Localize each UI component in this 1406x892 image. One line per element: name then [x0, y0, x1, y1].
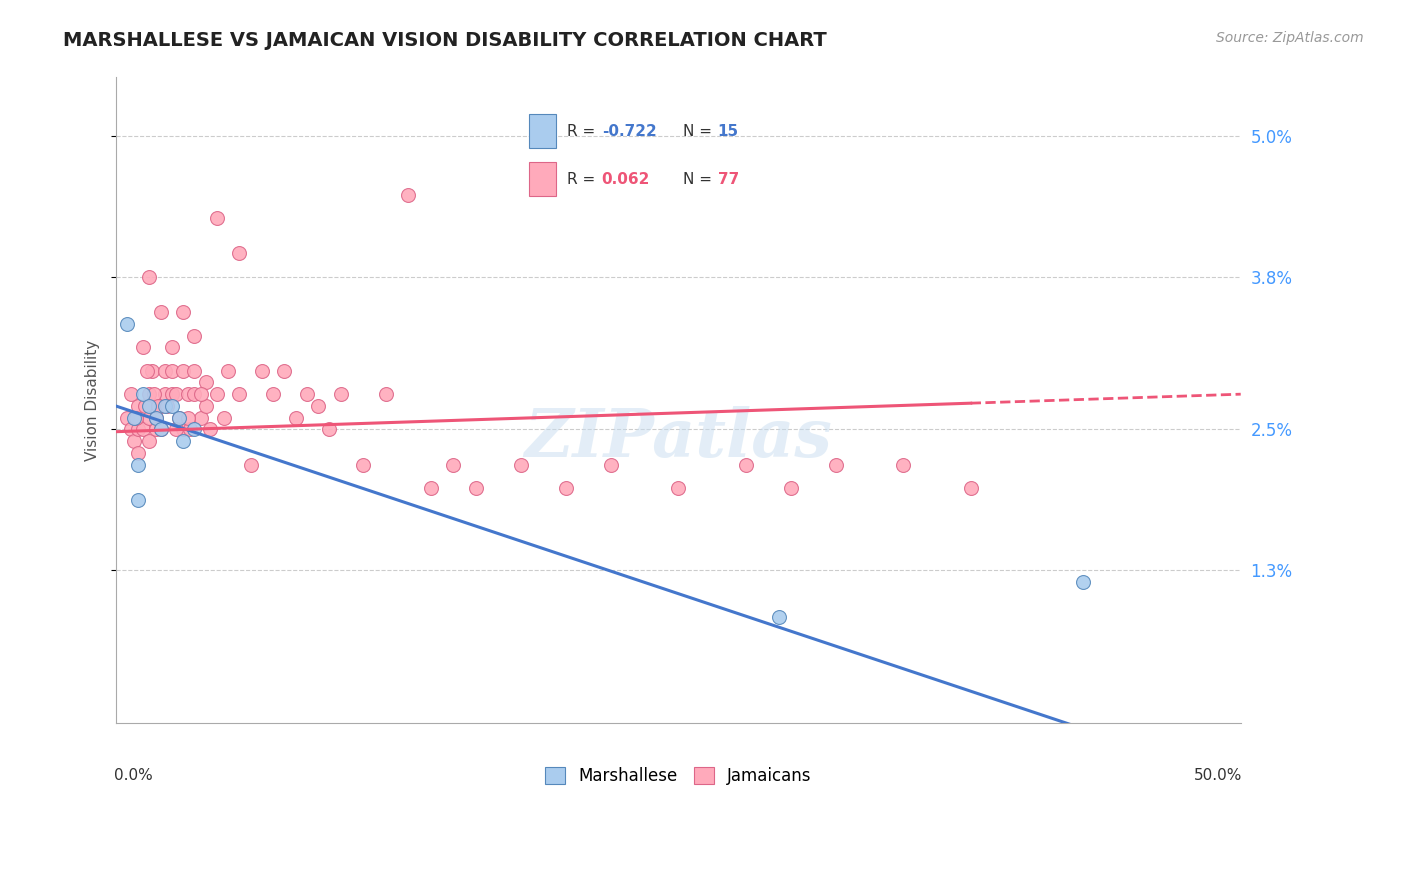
Point	[183, 328, 205, 343]
Point	[149, 422, 172, 436]
Point	[217, 364, 239, 378]
Point	[228, 387, 250, 401]
Point	[134, 399, 156, 413]
Point	[779, 481, 801, 495]
Point	[441, 458, 464, 472]
Point	[153, 399, 176, 413]
Point	[1071, 574, 1094, 589]
Point	[190, 410, 212, 425]
Point	[127, 492, 149, 507]
Point	[122, 410, 145, 425]
Point	[120, 422, 142, 436]
Text: Source: ZipAtlas.com: Source: ZipAtlas.com	[1216, 31, 1364, 45]
Point	[183, 387, 205, 401]
Point	[153, 364, 176, 378]
Point	[176, 410, 198, 425]
Point	[141, 364, 163, 378]
Point	[205, 387, 228, 401]
Point	[115, 317, 138, 331]
Text: ZIPatlas: ZIPatlas	[524, 406, 832, 471]
Point	[768, 610, 790, 624]
Point	[891, 458, 914, 472]
Point	[824, 458, 846, 472]
Point	[138, 410, 160, 425]
Point	[205, 211, 228, 226]
Point	[149, 422, 172, 436]
Point	[176, 387, 198, 401]
Point	[172, 434, 194, 448]
Point	[160, 340, 183, 354]
Point	[165, 422, 187, 436]
Point	[127, 446, 149, 460]
Point	[307, 399, 329, 413]
Point	[167, 410, 190, 425]
Point	[136, 364, 159, 378]
Point	[228, 246, 250, 260]
Point	[284, 410, 307, 425]
Point	[554, 481, 576, 495]
Point	[198, 422, 221, 436]
Point	[419, 481, 441, 495]
Text: MARSHALLESE VS JAMAICAN VISION DISABILITY CORRELATION CHART: MARSHALLESE VS JAMAICAN VISION DISABILIT…	[63, 31, 827, 50]
Point	[959, 481, 981, 495]
Point	[153, 387, 176, 401]
Text: 0.0%: 0.0%	[114, 768, 153, 783]
Point	[239, 458, 262, 472]
Point	[138, 434, 160, 448]
Point	[194, 399, 217, 413]
Point	[127, 399, 149, 413]
Point	[194, 376, 217, 390]
Point	[148, 399, 170, 413]
Point	[145, 410, 167, 425]
Point	[145, 422, 167, 436]
Point	[599, 458, 621, 472]
Point	[120, 387, 142, 401]
Point	[509, 458, 531, 472]
Point	[142, 387, 165, 401]
Point	[172, 364, 194, 378]
Point	[127, 422, 149, 436]
Point	[352, 458, 374, 472]
Point	[156, 399, 179, 413]
Point	[734, 458, 756, 472]
Point	[167, 410, 190, 425]
Text: 50.0%: 50.0%	[1194, 768, 1241, 783]
Point	[122, 434, 145, 448]
Point	[131, 340, 153, 354]
Point	[329, 387, 352, 401]
Point	[179, 422, 201, 436]
Point	[172, 422, 194, 436]
Point	[250, 364, 273, 378]
Point	[273, 364, 295, 378]
Point	[138, 387, 160, 401]
Point	[464, 481, 486, 495]
Point	[138, 399, 160, 413]
Point	[165, 387, 187, 401]
Point	[160, 364, 183, 378]
Y-axis label: Vision Disability: Vision Disability	[86, 340, 100, 460]
Point	[396, 187, 419, 202]
Point	[145, 410, 167, 425]
Legend: Marshallese, Jamaicans: Marshallese, Jamaicans	[538, 760, 818, 792]
Point	[131, 422, 153, 436]
Point	[125, 410, 148, 425]
Point	[318, 422, 340, 436]
Point	[262, 387, 284, 401]
Point	[149, 305, 172, 319]
Point	[666, 481, 689, 495]
Point	[172, 305, 194, 319]
Point	[115, 410, 138, 425]
Point	[131, 387, 153, 401]
Point	[127, 458, 149, 472]
Point	[190, 387, 212, 401]
Point	[138, 269, 160, 284]
Point	[374, 387, 396, 401]
Point	[160, 387, 183, 401]
Point	[183, 422, 205, 436]
Point	[295, 387, 318, 401]
Point	[149, 399, 172, 413]
Point	[212, 410, 235, 425]
Point	[183, 364, 205, 378]
Point	[160, 399, 183, 413]
